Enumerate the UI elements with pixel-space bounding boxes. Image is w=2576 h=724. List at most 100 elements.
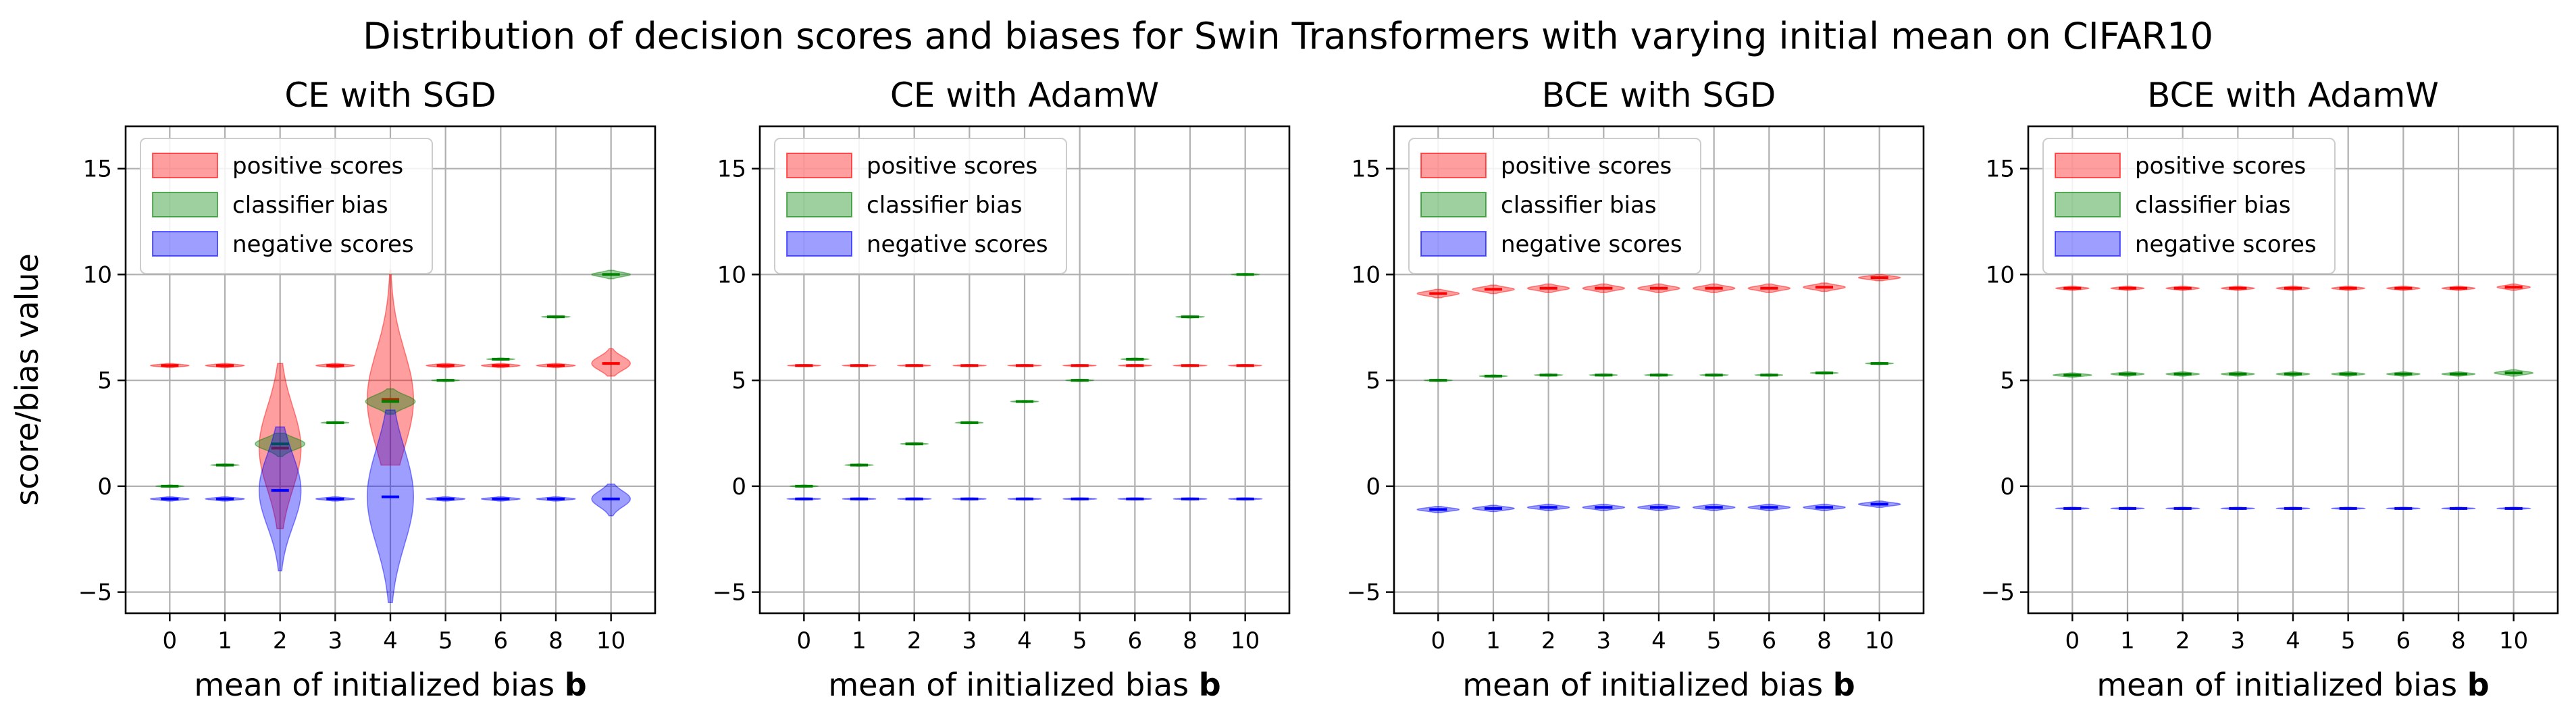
y-tick-label: 5 — [1366, 367, 1381, 394]
y-tick-label: 0 — [2000, 473, 2015, 500]
x-axis-label-symbol: b — [565, 667, 587, 703]
x-tick-label: 10 — [1865, 627, 1894, 654]
x-tick-label: 8 — [1817, 627, 1832, 654]
violin-negative-scores-2 — [258, 426, 302, 572]
legend: positive scores classifier bias negative s… — [2042, 138, 2336, 274]
panel-2: −5 0 5 10 15 0 1 2 3 4 5 6 8 10 CE with AdamW mean of i… — [713, 76, 1291, 703]
series-positive-scores — [787, 363, 1262, 367]
legend-swatch — [2055, 153, 2121, 178]
violin-negative-scores-4 — [366, 409, 415, 604]
y-tick-label: −5 — [1981, 579, 2015, 606]
legend-swatch — [152, 192, 218, 217]
violin-positive-scores-2 — [258, 363, 302, 529]
legend-swatch — [152, 231, 218, 257]
y-tick-label: 0 — [731, 473, 746, 500]
y-axis-label: score/bias value — [9, 253, 45, 506]
y-tick-label: 10 — [717, 261, 746, 288]
y-tick-label: 15 — [1351, 156, 1381, 183]
x-tick-label: 4 — [2286, 627, 2300, 654]
y-tick-label: 0 — [97, 473, 112, 500]
legend-label: positive scores — [1501, 153, 1672, 180]
x-tick-label: 3 — [2231, 627, 2246, 654]
y-tick-label: 15 — [1986, 156, 2015, 183]
legend-box — [1408, 138, 1701, 274]
x-tick-label: 10 — [2499, 627, 2528, 654]
legend-swatch — [2055, 231, 2121, 257]
legend-box — [774, 138, 1067, 274]
x-axis-label-symbol: b — [1833, 667, 1855, 703]
legend-label: negative scores — [1501, 231, 1682, 258]
legend-label: positive scores — [232, 153, 403, 180]
x-tick-label: 0 — [2065, 627, 2080, 654]
legend-label: classifier bias — [232, 192, 388, 219]
y-tick-label: 10 — [83, 261, 112, 288]
x-axis-label: mean of initialized bias b — [1462, 667, 1855, 703]
y-tick-label: 10 — [1986, 261, 2015, 288]
y-tick-label: 5 — [97, 367, 112, 394]
legend-swatch — [1420, 192, 1487, 217]
x-tick-label: 5 — [1707, 627, 1722, 654]
x-tick-label: 1 — [1486, 627, 1501, 654]
x-tick-label: 0 — [797, 627, 812, 654]
figure-title: Distribution of decision scores and bias… — [363, 15, 2213, 57]
x-axis-label: mean of initialized bias b — [194, 667, 586, 703]
x-tick-label: 2 — [1541, 627, 1556, 654]
x-tick-label: 8 — [1183, 627, 1197, 654]
legend-swatch — [1420, 231, 1487, 257]
x-tick-label: 0 — [1431, 627, 1446, 654]
x-tick-label: 3 — [328, 627, 343, 654]
legend-box — [140, 138, 433, 274]
series-negative-scores — [786, 497, 1263, 501]
series-positive-scores — [1416, 274, 1901, 299]
y-tick-label: 15 — [717, 156, 746, 183]
x-axis-label-text: mean of initialized bias — [194, 667, 564, 703]
legend-label: positive scores — [867, 153, 1037, 180]
x-tick-label: 1 — [217, 627, 232, 654]
y-tick-label: 5 — [731, 367, 746, 394]
x-tick-label: 4 — [1651, 627, 1666, 654]
y-tick-label: −5 — [713, 579, 746, 606]
x-tick-label: 6 — [494, 627, 509, 654]
x-tick-label: 0 — [163, 627, 178, 654]
x-tick-label: 4 — [383, 627, 398, 654]
series-classifier-bias — [789, 273, 1260, 488]
panel-3: −5 0 5 10 15 0 1 2 3 4 5 6 8 10 BCE with SGD mean of in… — [1347, 76, 1925, 703]
x-tick-label: 10 — [1231, 627, 1260, 654]
x-tick-label: 5 — [1073, 627, 1087, 654]
x-axis-label-symbol: b — [1199, 667, 1221, 703]
panel-title: CE with AdamW — [890, 76, 1159, 115]
legend-swatch — [786, 231, 852, 257]
y-tick-label: 0 — [1366, 473, 1381, 500]
x-tick-label: 2 — [2175, 627, 2190, 654]
x-tick-label: 5 — [2341, 627, 2356, 654]
series-positive-scores — [149, 269, 631, 529]
legend-label: positive scores — [2135, 153, 2306, 180]
x-tick-label: 6 — [1762, 627, 1777, 654]
legend-label: negative scores — [2135, 231, 2317, 258]
x-tick-label: 3 — [1597, 627, 1612, 654]
panel-title: CE with SGD — [284, 76, 496, 115]
panel-title: BCE with AdamW — [2147, 76, 2439, 115]
legend-swatch — [2055, 192, 2121, 217]
legend-swatch — [152, 153, 218, 178]
x-tick-label: 6 — [2396, 627, 2411, 654]
y-tick-label: 15 — [83, 156, 112, 183]
y-tick-label: −5 — [1347, 579, 1381, 606]
series-negative-scores — [2055, 507, 2531, 511]
legend-label: negative scores — [232, 231, 414, 258]
x-axis-label: mean of initialized bias b — [828, 667, 1220, 703]
x-tick-label: 8 — [548, 627, 563, 654]
y-tick-label: −5 — [78, 579, 112, 606]
series-negative-scores — [149, 409, 631, 604]
x-tick-label: 5 — [438, 627, 453, 654]
series-negative-scores — [1416, 500, 1901, 513]
x-axis-label-text: mean of initialized bias — [1462, 667, 1832, 703]
legend: positive scores classifier bias negative s… — [774, 138, 1067, 274]
x-axis-label-text: mean of initialized bias — [2096, 667, 2467, 703]
x-tick-label: 6 — [1128, 627, 1143, 654]
x-tick-label: 2 — [907, 627, 922, 654]
x-axis-label: mean of initialized bias b — [2096, 667, 2489, 703]
y-tick-label: 10 — [1351, 261, 1381, 288]
